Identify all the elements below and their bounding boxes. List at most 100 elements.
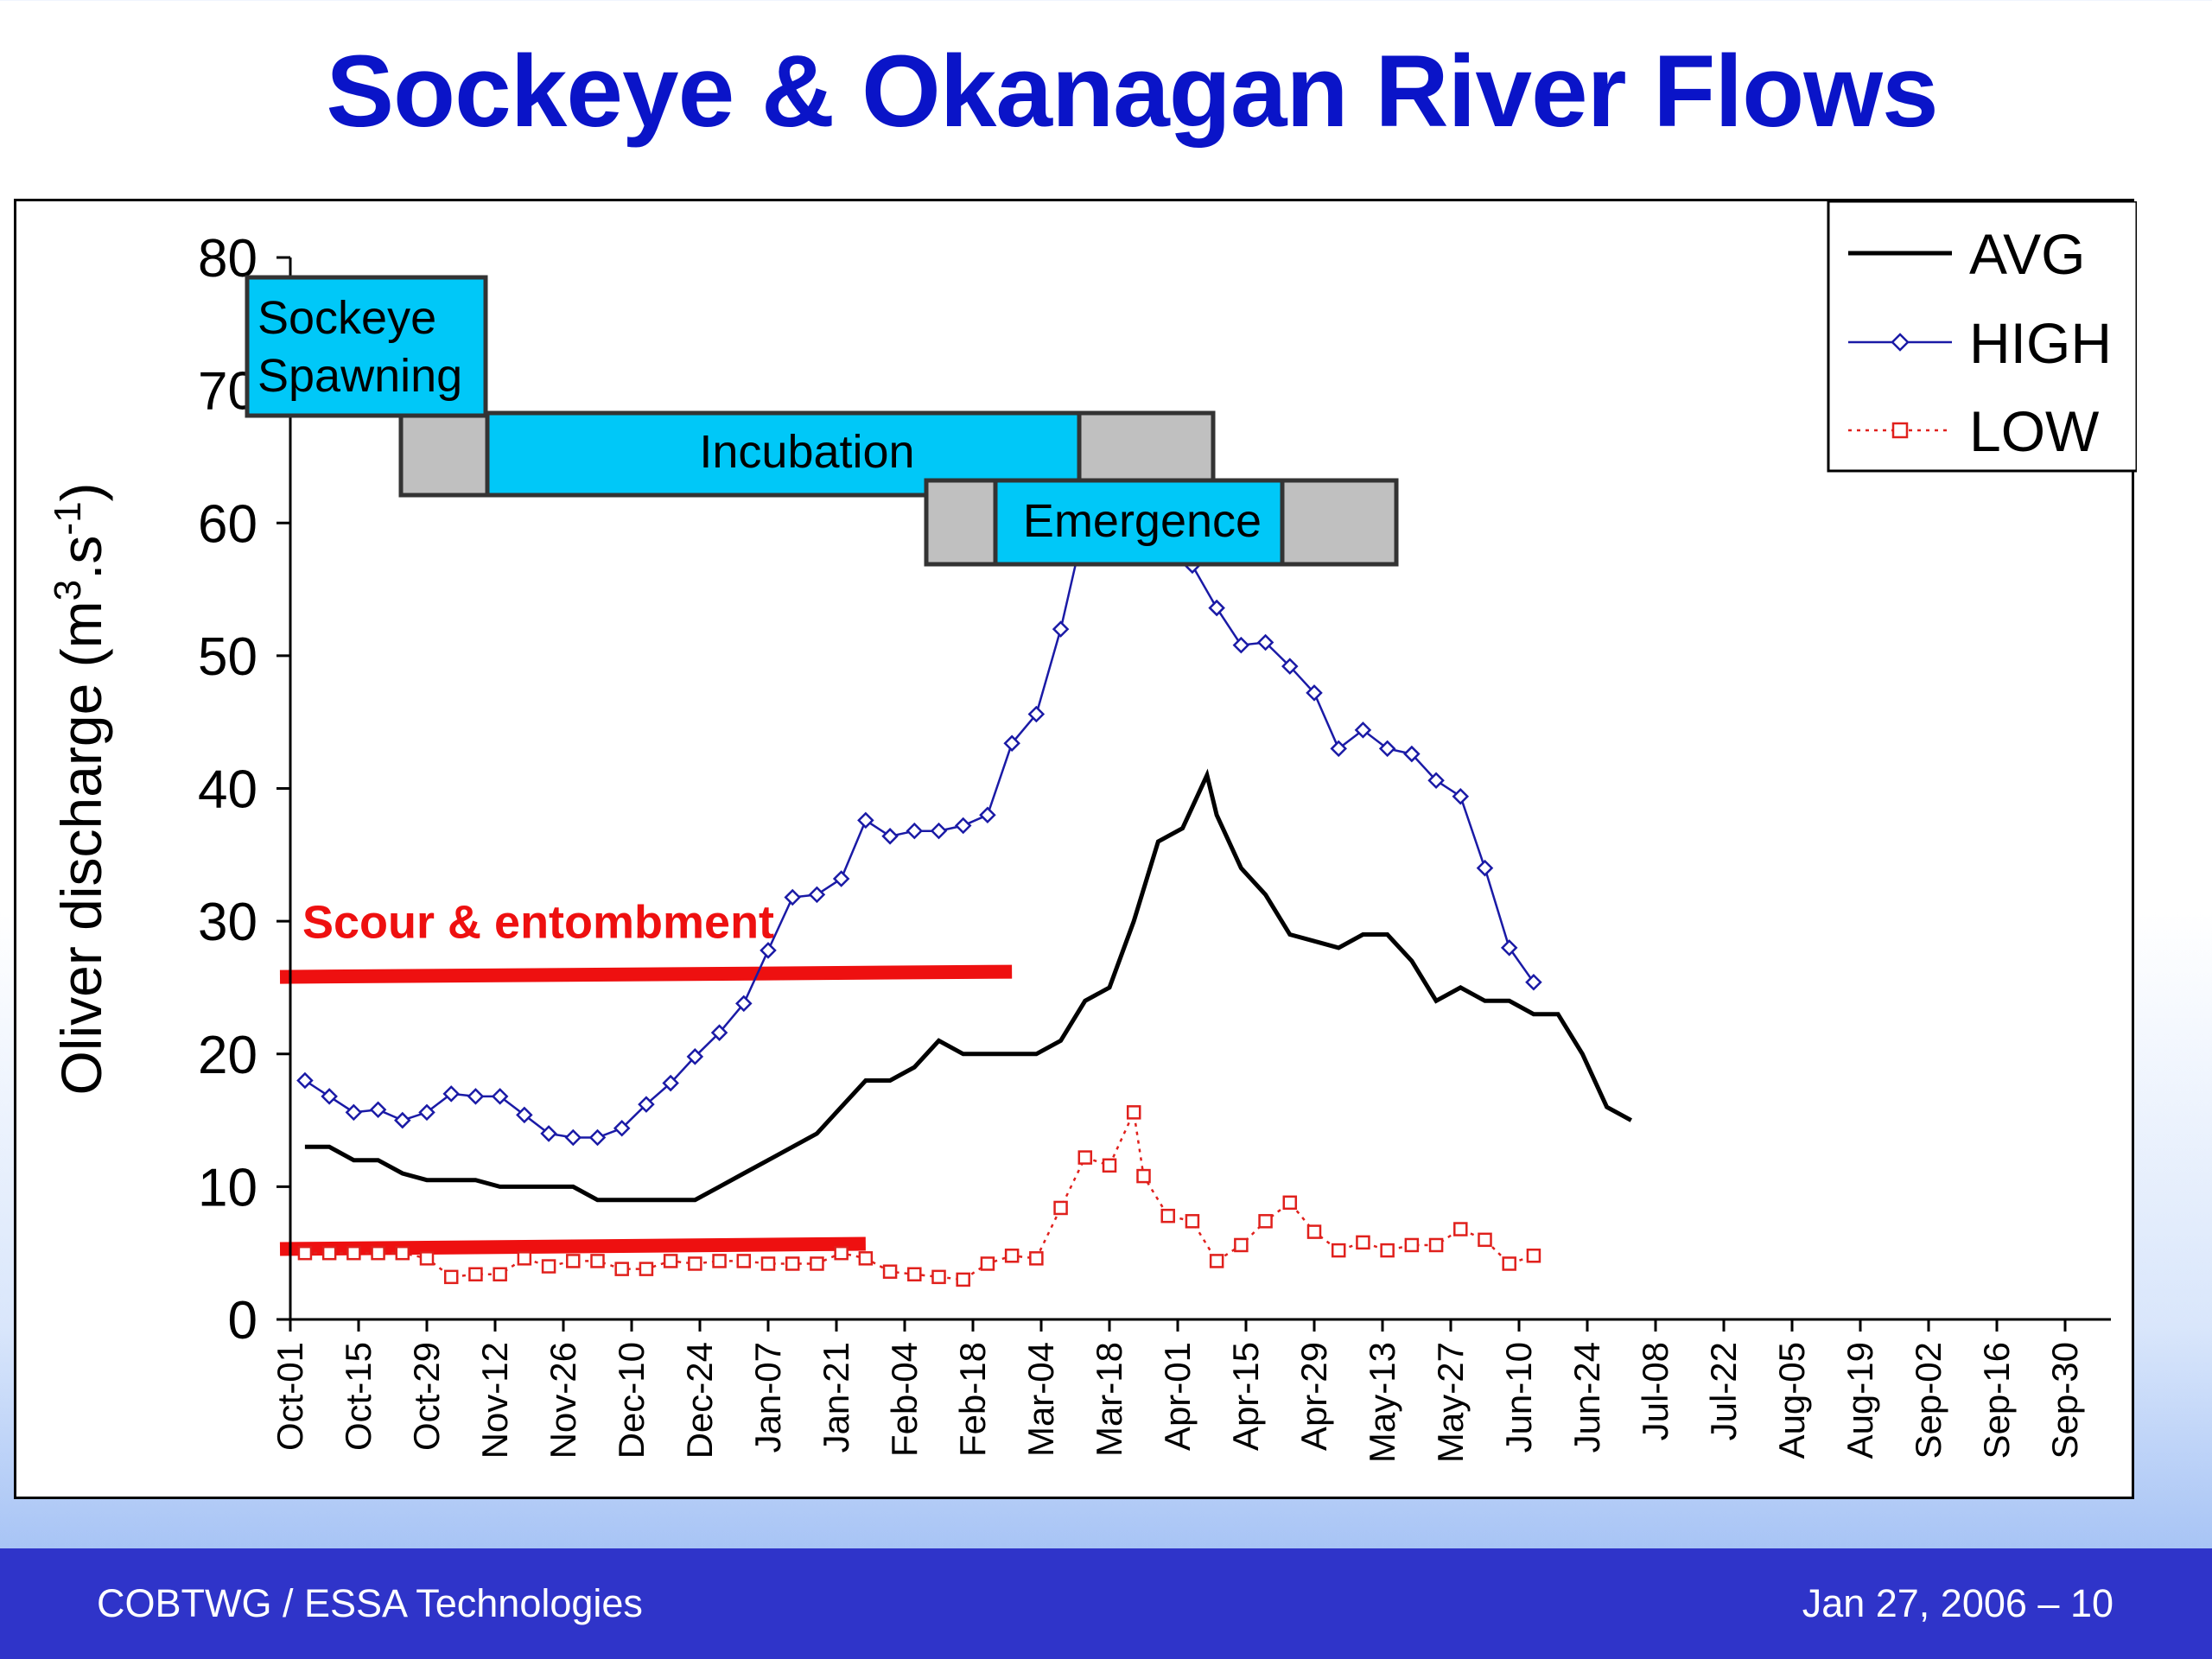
footer-date-page: Jan 27, 2006 – 10 <box>1802 1581 2113 1625</box>
legend-marker-high <box>1891 333 1910 352</box>
stage-label-emergence: Emergence <box>1023 495 1262 547</box>
threshold-label: Scour & entombment <box>302 897 774 949</box>
low-point <box>1185 1214 1200 1229</box>
low-point <box>1428 1237 1444 1253</box>
high-point <box>760 942 777 959</box>
high-point <box>1052 620 1070 638</box>
high-point <box>613 1120 631 1137</box>
series-line-low <box>304 1108 1535 1281</box>
low-point <box>639 1262 654 1276</box>
high-point <box>686 1048 704 1065</box>
low-point <box>907 1267 922 1282</box>
x-tick-label: Mar-04 <box>1020 1342 1061 1457</box>
high-point <box>857 811 874 830</box>
low-point <box>736 1254 752 1268</box>
high-point <box>491 1088 509 1105</box>
low-point <box>395 1245 410 1261</box>
low-point <box>1077 1150 1093 1165</box>
x-tick-label: Nov-26 <box>543 1342 583 1459</box>
low-point <box>443 1269 459 1285</box>
low-point <box>810 1256 824 1271</box>
low-point <box>1102 1158 1117 1173</box>
high-point <box>1403 745 1421 763</box>
high-point <box>321 1088 338 1105</box>
high-point <box>1281 658 1299 675</box>
high-point <box>418 1103 435 1122</box>
stage-layer: Incubation Emergence Sockeye Spawning <box>245 275 1399 567</box>
x-tick-label: Feb-04 <box>884 1342 925 1457</box>
y-axis-title-sup: -1 <box>47 501 89 535</box>
high-point <box>881 828 899 845</box>
high-point <box>662 1074 679 1092</box>
x-tick-label: Nov-12 <box>474 1342 515 1459</box>
low-point <box>712 1254 727 1268</box>
x-tick-label: Sep-02 <box>1908 1342 1948 1459</box>
high-point <box>1354 721 1372 739</box>
low-point <box>419 1251 435 1266</box>
y-tick-label: 30 <box>198 893 257 952</box>
label-backing <box>276 1166 613 1236</box>
low-point <box>468 1267 483 1282</box>
x-tick-label: Jul-22 <box>1703 1342 1744 1440</box>
y-tick-label: 60 <box>198 494 257 554</box>
high-point <box>906 822 924 840</box>
slide-title: Sockeye & Okanagan River Flows <box>326 35 1938 149</box>
x-tick-label: Oct-29 <box>406 1342 447 1451</box>
emergence-grey-end <box>1280 478 1399 567</box>
stage-label-spawning-line2: Spawning <box>257 350 462 402</box>
y-axis-title-mid: .s <box>49 536 113 580</box>
low-point <box>1029 1251 1044 1266</box>
series-line-high <box>304 429 1535 1139</box>
y-axis-title-end: ) <box>49 482 113 501</box>
high-point <box>1500 939 1518 957</box>
x-tick-label: May-13 <box>1362 1342 1402 1463</box>
x-tick-label: Jun-24 <box>1567 1342 1607 1452</box>
high-point <box>808 886 826 904</box>
low-point <box>785 1256 800 1271</box>
high-point <box>1330 740 1347 758</box>
high-point <box>930 822 948 840</box>
low-point <box>1478 1232 1492 1248</box>
low-point <box>760 1256 776 1271</box>
high-point <box>467 1088 485 1105</box>
high-point <box>1427 772 1445 790</box>
low-point <box>517 1251 532 1266</box>
low-point <box>688 1256 702 1271</box>
high-point <box>540 1125 557 1142</box>
low-point <box>663 1254 678 1268</box>
legend-box <box>1827 201 2137 473</box>
legend-marker-low <box>1891 422 1909 439</box>
low-point <box>590 1254 605 1268</box>
high-point <box>979 806 996 823</box>
series-layer <box>296 424 1632 1287</box>
high-point <box>516 1106 533 1124</box>
y-tick-label: 20 <box>198 1026 257 1085</box>
x-tick-label: Jun-10 <box>1498 1342 1539 1452</box>
low-point <box>1306 1224 1322 1239</box>
y-tick-label: 10 <box>198 1158 257 1217</box>
low-point <box>1234 1237 1249 1253</box>
stage-label-spawning-line1: Sockeye <box>257 292 436 344</box>
spawning-bar <box>245 275 488 418</box>
slide-footer: COBTWG / ESSA Technologies Jan 27, 2006 … <box>0 1548 2212 1659</box>
x-tick-label: Aug-05 <box>1771 1342 1812 1459</box>
high-point <box>1378 740 1396 758</box>
low-point <box>1004 1249 1020 1263</box>
low-point <box>1258 1214 1273 1229</box>
low-point <box>882 1264 898 1279</box>
low-point <box>858 1251 874 1266</box>
low-point <box>1136 1168 1151 1184</box>
low-point <box>980 1256 995 1271</box>
legend-label-avg: AVG <box>1969 222 2085 286</box>
threshold-line <box>279 1236 866 1256</box>
high-point <box>710 1024 728 1041</box>
high-point <box>564 1128 582 1147</box>
high-point <box>735 995 753 1013</box>
x-tick-label: Sep-30 <box>2044 1342 2085 1459</box>
high-point <box>296 1071 314 1090</box>
high-point <box>1306 684 1323 702</box>
high-point <box>954 817 972 835</box>
footer-organization: COBTWG / ESSA Technologies <box>97 1581 643 1625</box>
low-point <box>1526 1249 1541 1263</box>
